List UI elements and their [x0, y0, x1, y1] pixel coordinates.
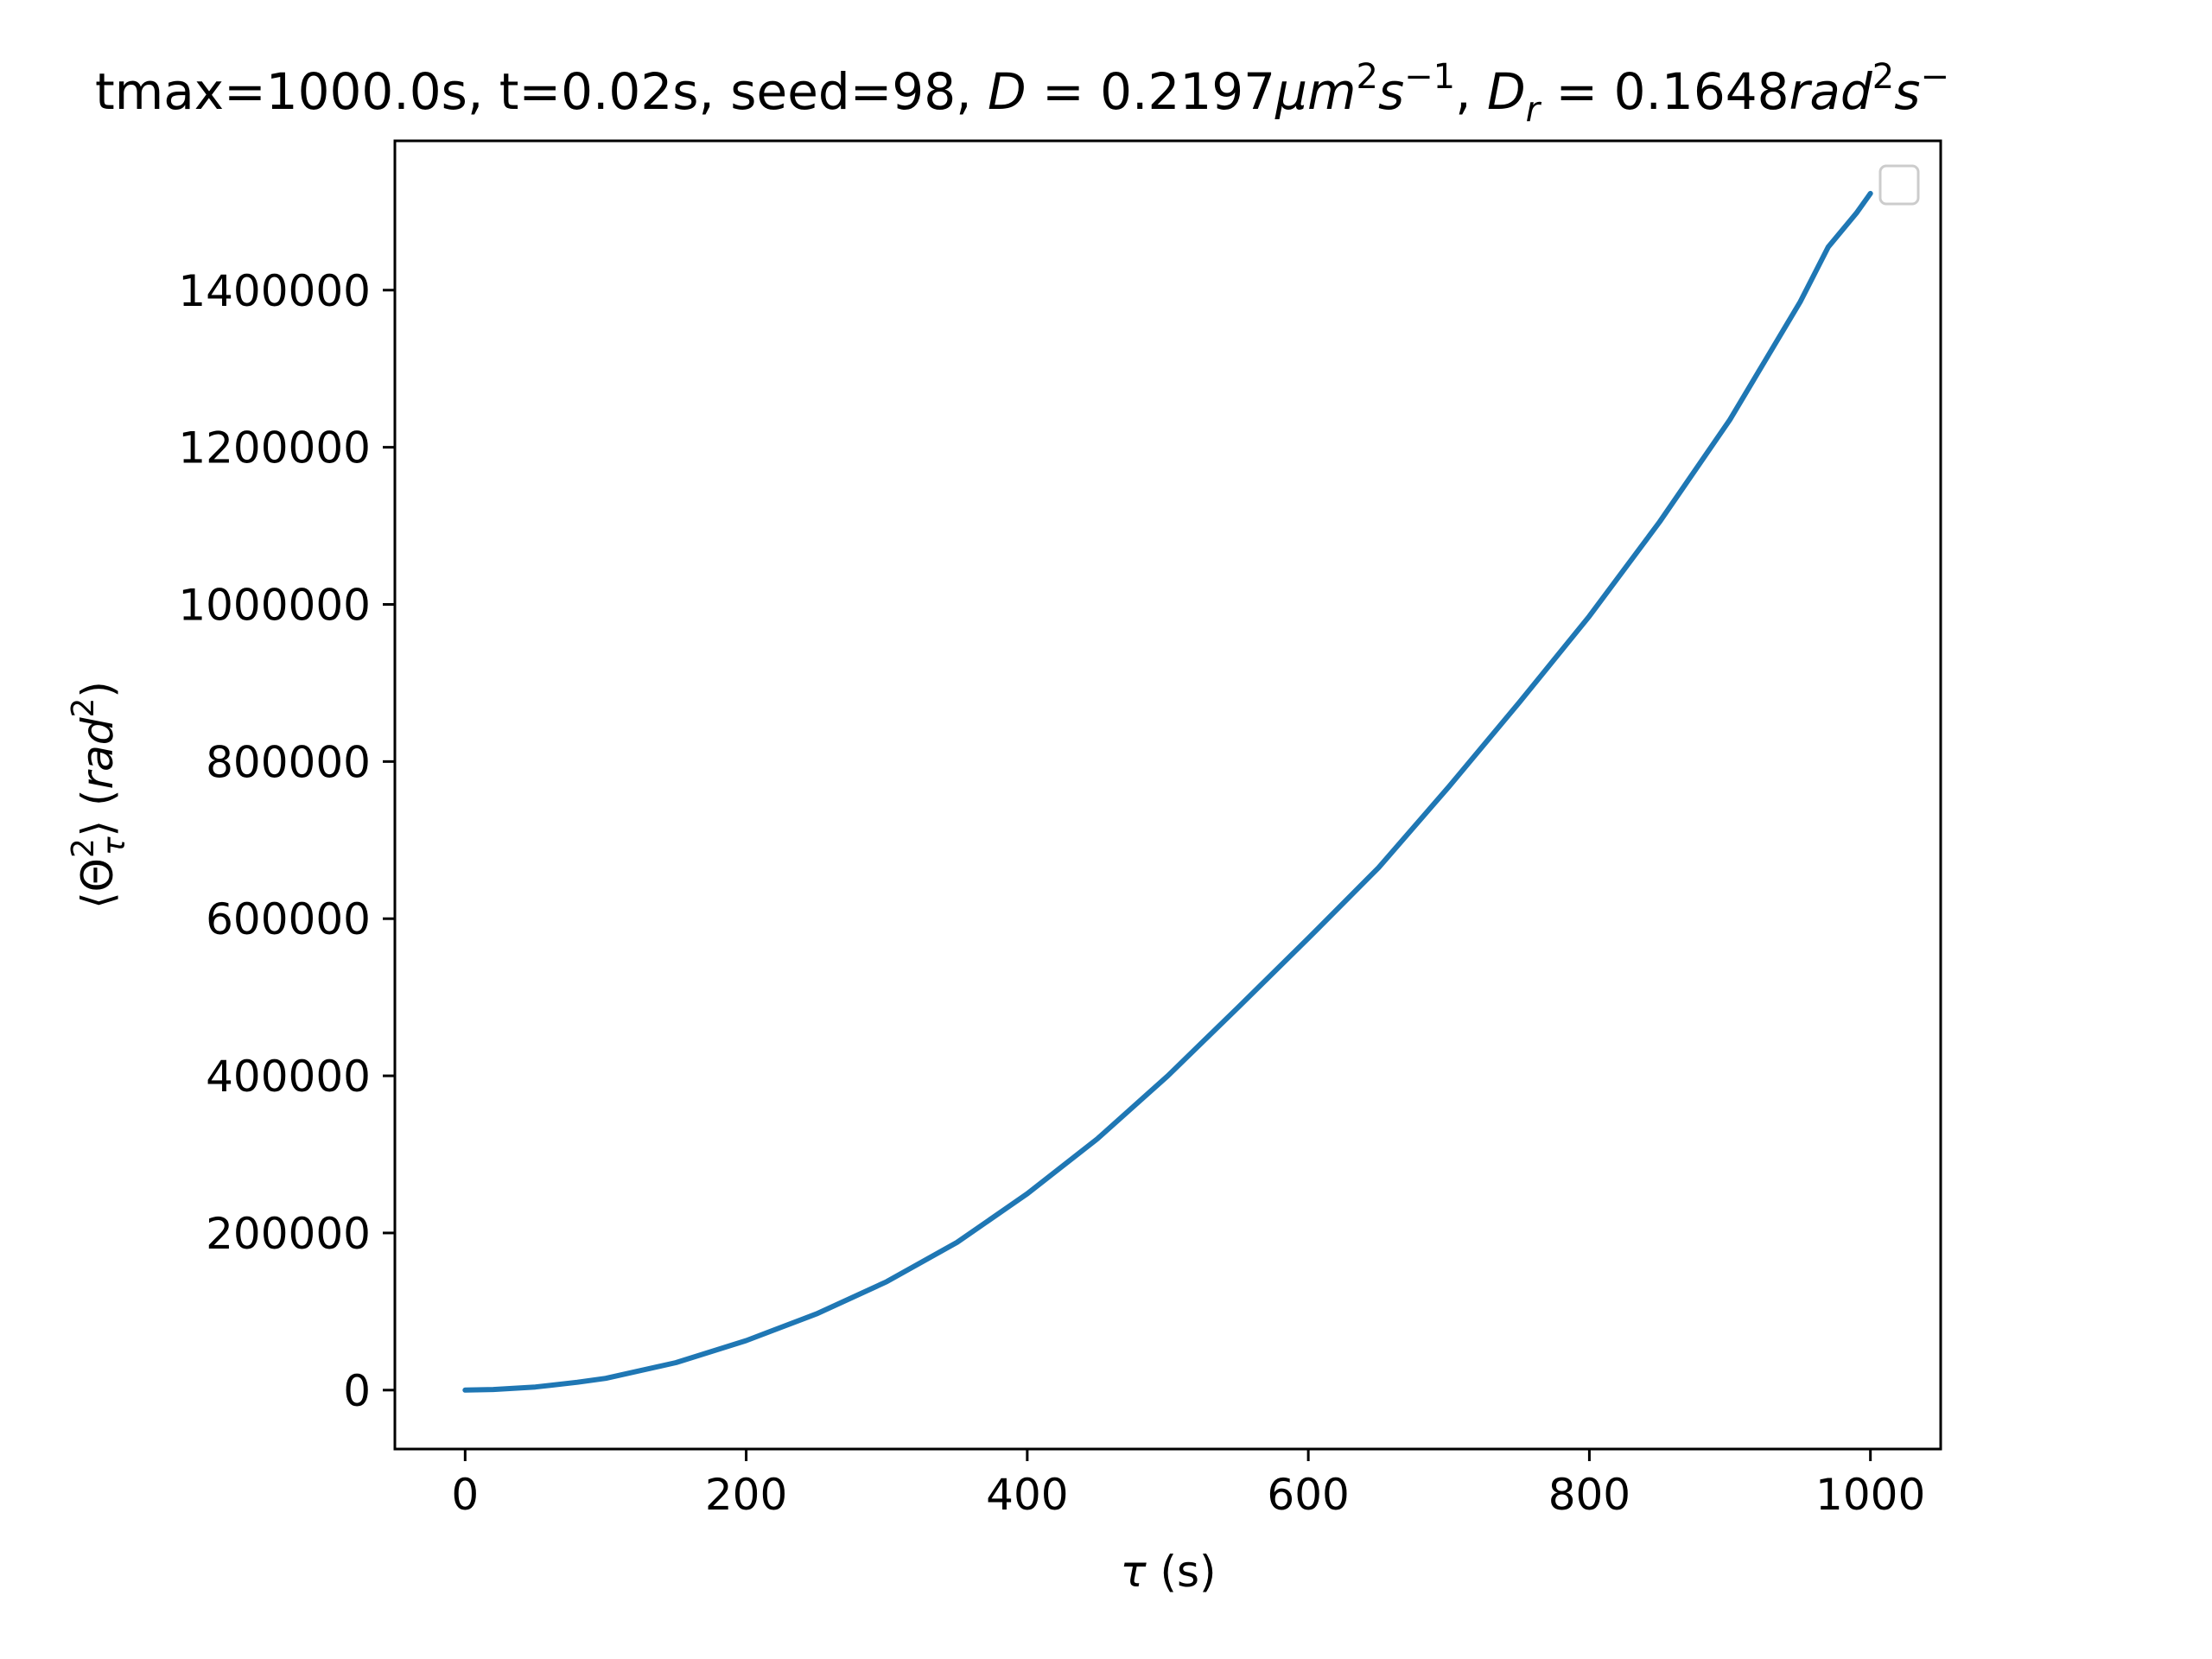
x-tick-label: 1000 [1815, 1470, 1925, 1520]
chart-title: tmax=1000.0s, t=0.02s, seed=98, D = 0.21… [95, 57, 1949, 130]
y-tick-label: 200000 [206, 1209, 371, 1259]
axes-background [395, 141, 1941, 1449]
plot-area [395, 141, 1941, 1449]
y-tick-label: 0 [343, 1366, 371, 1416]
y-tick-label: 600000 [206, 894, 371, 944]
y-axis-label: ⟨Θ2τ⟩ (rad2) [66, 681, 132, 909]
x-axis-label: τ (s) [1120, 1547, 1216, 1597]
y-tick-label: 1200000 [178, 423, 371, 474]
legend [1878, 164, 1920, 206]
y-tick-label: 800000 [206, 737, 371, 787]
x-axis: 0 200 400 600 800 1000 [451, 1449, 1925, 1520]
x-tick-label: 0 [451, 1470, 479, 1520]
x-tick-label: 200 [705, 1470, 787, 1520]
series-line [462, 190, 1873, 1393]
x-tick-label: 400 [986, 1470, 1068, 1520]
x-tick-label: 600 [1267, 1470, 1349, 1520]
y-tick-label: 1400000 [178, 266, 371, 316]
axes-frame [393, 139, 1942, 1451]
y-tick-label: 400000 [206, 1052, 371, 1102]
legend-box [1878, 164, 1920, 206]
x-tick-label: 800 [1548, 1470, 1630, 1520]
y-axis: 0 200000 400000 600000 800000 1000000 1200000 1… [178, 266, 395, 1416]
data-layer [462, 190, 1873, 1393]
y-tick-label: 1000000 [178, 580, 371, 630]
